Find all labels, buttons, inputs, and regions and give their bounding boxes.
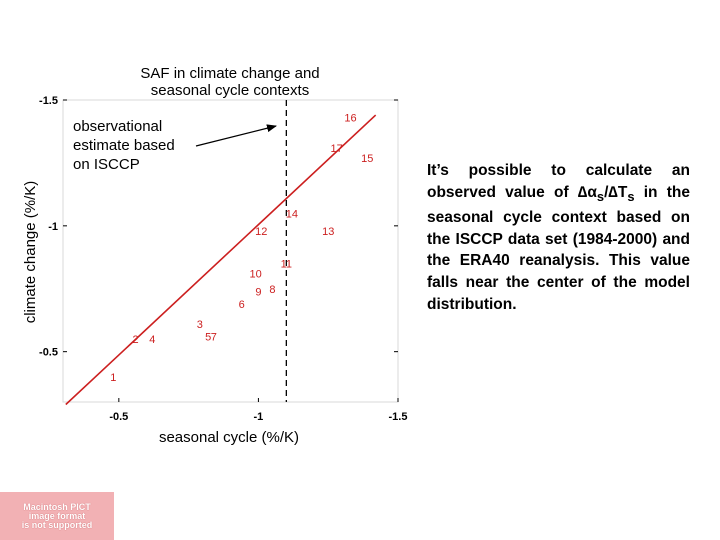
point-label-3: 3 [197,319,203,331]
annotation-line-1: observational [73,118,162,135]
point-label-1: 1 [110,372,116,384]
point-label-12: 12 [255,226,267,238]
x-tick-label: -1 [254,411,264,423]
point-label-10: 10 [250,269,262,281]
placeholder-line-1: Macintosh PICT [23,501,91,512]
point-label-2: 2 [133,334,139,346]
y-tick-label: -1 [48,221,58,233]
regression-line [65,114,377,406]
slash: / [604,183,609,201]
axis-ticks [63,99,399,402]
point-label-7: 7 [211,332,217,344]
subscript-s: s [627,188,635,204]
point-label-11: 11 [281,259,292,271]
point-label-6: 6 [239,299,245,311]
explanation-line-3: the seasonal cycle context [427,183,690,227]
explanation-line-8: distribution. [427,295,517,313]
point-label-4: 4 [149,334,155,346]
subscript-s: s [596,188,605,204]
explanation-line-2-prefix: observed value of [427,183,578,201]
x-tick-label: -1.5 [389,411,408,423]
point-label-5: 5 [205,332,211,344]
unsupported-image-placeholder: Macintosh PICT image format is not suppo… [0,492,114,540]
explanation-line-7: near the center of the model [465,274,690,292]
y-axis-label: climate change (%/K) [22,181,39,324]
x-tick-label: -0.5 [109,411,128,423]
explanation-line-4: based on the ISCCP data set [427,209,690,248]
annotation-line-3: on ISCCP [73,156,140,173]
point-label-15: 15 [361,153,373,165]
point-label-13: 13 [322,226,334,238]
explanation-line-1: It’s possible to calculate an [427,162,690,179]
explanation-line-5: (1984-2000) and the ERA40 [427,230,690,270]
explanation-line-6: reanalysis. This value falls [427,252,690,292]
t-letter: T [617,183,628,201]
point-label-17: 17 [330,143,342,155]
delta-symbol: ∆ [577,183,588,201]
placeholder-line-2: image format [28,510,86,521]
x-axis-label: seasonal cycle (%/K) [159,429,299,446]
point-label-8: 8 [269,284,275,296]
y-tick-label: -0.5 [39,347,58,359]
axis-tick-labels: -0.5 -1 -1.5 -0.5 -1 -1.5 [39,95,407,423]
alpha-symbol: α [587,183,597,201]
explanation-line-2-suffix: in [634,183,658,201]
y-tick-label: -1.5 [39,95,58,107]
annotation-arrow [195,124,277,147]
delta-symbol: ∆ [608,183,618,201]
chart-title-line-2: seasonal cycle contexts [151,82,309,99]
point-label-16: 16 [344,113,356,125]
placeholder-line-3: is not supported [21,519,93,530]
annotation-line-2: estimate based [73,137,175,154]
explanation-text: It’s possible to calculate an observed v… [427,160,690,315]
plot-area [62,99,399,403]
point-label-14: 14 [286,208,298,220]
chart-title-line-1: SAF in climate change and [140,65,319,82]
point-label-9: 9 [255,286,261,298]
